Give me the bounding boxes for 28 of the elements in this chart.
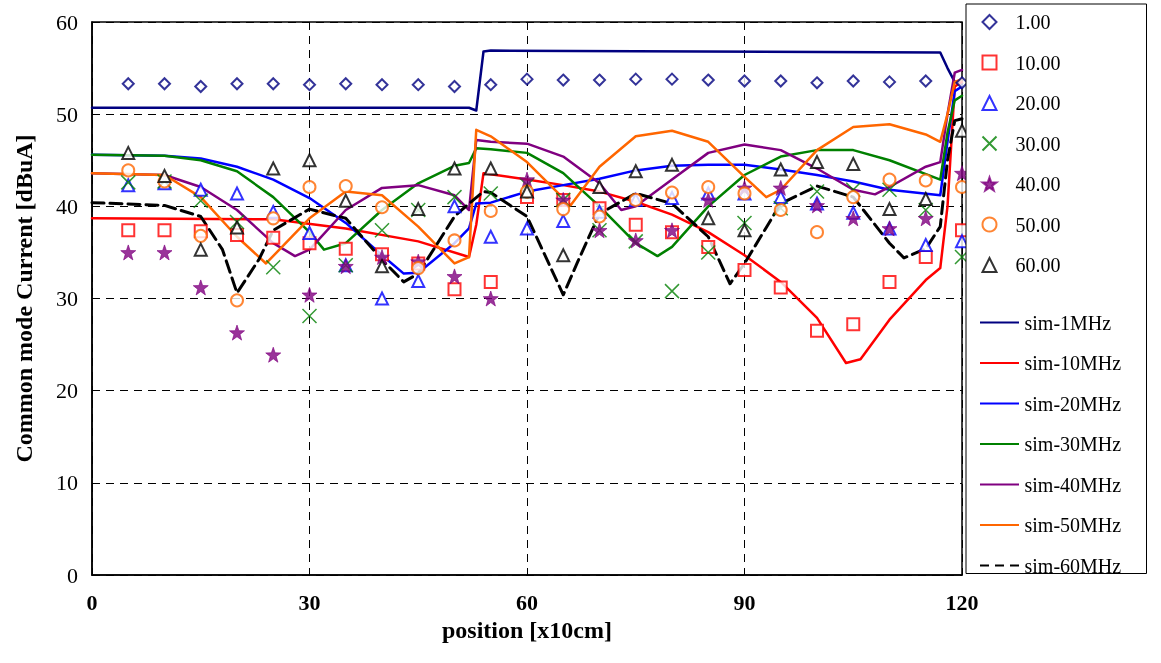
legend-label: 10.00	[1015, 51, 1061, 74]
x-tick-label: 30	[298, 589, 321, 615]
y-tick-label: 50	[56, 101, 78, 127]
legend-label: 40.00	[1015, 173, 1061, 195]
x-tick-label: 60	[516, 589, 538, 615]
legend-label: sim-20MHz	[1024, 392, 1122, 415]
legend-label: 60.00	[1015, 254, 1061, 276]
x-tick-label: 120	[945, 589, 979, 615]
legend-label: sim-40MHz	[1024, 473, 1122, 496]
legend-label: sim-30MHz	[1024, 433, 1122, 455]
y-tick-label: 0	[67, 562, 78, 588]
x-tick-label: 90	[733, 589, 756, 615]
y-tick-label: 20	[56, 378, 78, 404]
legend-label: 50.00	[1015, 213, 1061, 236]
x-tick-label: 0	[86, 589, 98, 615]
y-tick-label: 30	[56, 286, 78, 311]
legend-label: sim-50MHz	[1024, 514, 1122, 536]
legend-label: sim-60MHz	[1024, 554, 1122, 577]
y-tick-label: 40	[56, 193, 78, 219]
x-axis-title: position [x10cm]	[442, 616, 612, 643]
y-tick-label: 10	[56, 470, 78, 496]
y-tick-label: 60	[56, 9, 78, 35]
legend-label: 30.00	[1015, 132, 1061, 155]
legend-label: sim-1MHz	[1024, 311, 1112, 334]
y-axis-title: Common mode Current [dBuA]	[11, 134, 37, 463]
legend-label: sim-10MHz	[1024, 352, 1122, 374]
legend-label: 1.00	[1015, 11, 1051, 33]
legend-label: 20.00	[1015, 92, 1061, 114]
